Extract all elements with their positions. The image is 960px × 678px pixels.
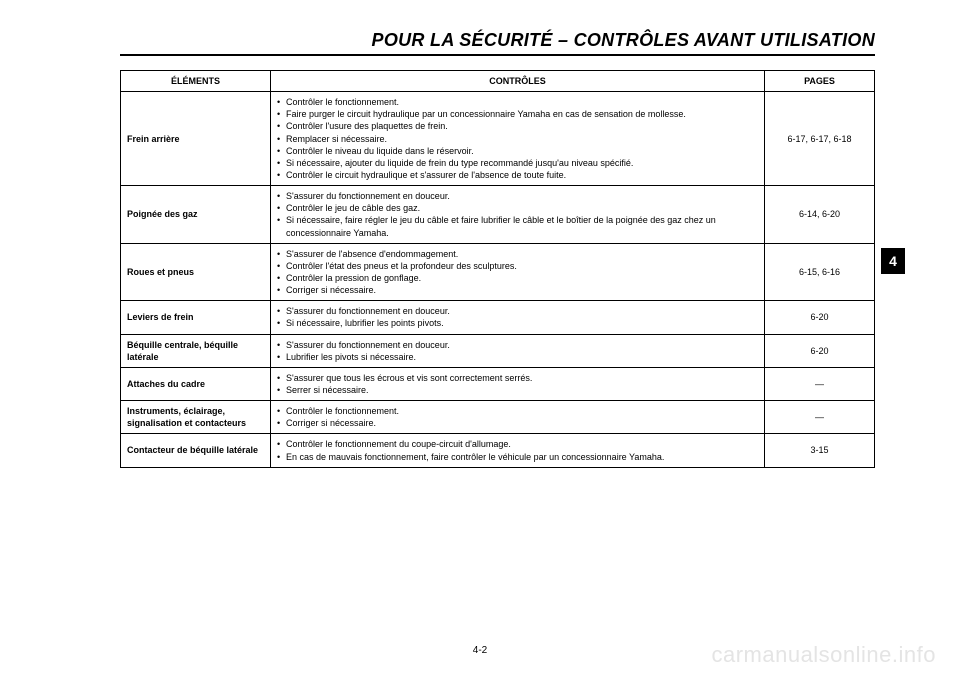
manual-page: POUR LA SÉCURITÉ – CONTRÔLES AVANT UTILI… [0, 0, 960, 678]
element-cell: Béquille centrale, béquille latérale [121, 334, 271, 367]
control-item: Contrôler le fonctionnement. [277, 96, 758, 108]
table-row: Roues et pneus S'assurer de l'absence d'… [121, 243, 875, 301]
control-item: S'assurer de l'absence d'endommagement. [277, 248, 758, 260]
control-item: Contrôler le jeu de câble des gaz. [277, 202, 758, 214]
pages-cell: 6-20 [765, 301, 875, 334]
table-row: Leviers de frein S'assurer du fonctionne… [121, 301, 875, 334]
element-cell: Instruments, éclairage, signalisation et… [121, 401, 271, 434]
controls-cell: Contrôler le fonctionnement du coupe-cir… [271, 434, 765, 467]
control-item: S'assurer que tous les écrous et vis son… [277, 372, 758, 384]
control-item: Contrôler le fonctionnement du coupe-cir… [277, 438, 758, 450]
pages-cell: — [765, 401, 875, 434]
control-item: Contrôler la pression de gonflage. [277, 272, 758, 284]
pages-cell: — [765, 367, 875, 400]
header-controls: CONTRÔLES [271, 71, 765, 92]
control-item: Faire purger le circuit hydraulique par … [277, 108, 758, 120]
watermark-text: carmanualsonline.info [711, 642, 936, 668]
header-pages: PAGES [765, 71, 875, 92]
header-elements: ÉLÉMENTS [121, 71, 271, 92]
control-item: Contrôler le fonctionnement. [277, 405, 758, 417]
table-row: Attaches du cadre S'assurer que tous les… [121, 367, 875, 400]
table-header-row: ÉLÉMENTS CONTRÔLES PAGES [121, 71, 875, 92]
pages-cell: 6-15, 6-16 [765, 243, 875, 301]
control-item: Corriger si nécessaire. [277, 284, 758, 296]
controls-cell: S'assurer que tous les écrous et vis son… [271, 367, 765, 400]
control-item: En cas de mauvais fonctionnement, faire … [277, 451, 758, 463]
section-tab: 4 [881, 248, 905, 274]
element-cell: Roues et pneus [121, 243, 271, 301]
element-cell: Attaches du cadre [121, 367, 271, 400]
controls-table: ÉLÉMENTS CONTRÔLES PAGES Frein arrière C… [120, 70, 875, 468]
element-cell: Poignée des gaz [121, 186, 271, 244]
pages-cell: 6-20 [765, 334, 875, 367]
control-item: Contrôler l'état des pneus et la profond… [277, 260, 758, 272]
control-item: S'assurer du fonctionnement en douceur. [277, 339, 758, 351]
controls-cell: S'assurer de l'absence d'endommagement. … [271, 243, 765, 301]
page-title: POUR LA SÉCURITÉ – CONTRÔLES AVANT UTILI… [120, 30, 875, 56]
controls-cell: S'assurer du fonctionnement en douceur. … [271, 301, 765, 334]
control-item: Lubrifier les pivots si nécessaire. [277, 351, 758, 363]
control-item: S'assurer du fonctionnement en douceur. [277, 190, 758, 202]
element-cell: Leviers de frein [121, 301, 271, 334]
element-cell: Frein arrière [121, 92, 271, 186]
pages-cell: 3-15 [765, 434, 875, 467]
control-item: Contrôler l'usure des plaquettes de frei… [277, 120, 758, 132]
table-row: Béquille centrale, béquille latérale S'a… [121, 334, 875, 367]
control-item: Contrôler le niveau du liquide dans le r… [277, 145, 758, 157]
controls-cell: Contrôler le fonctionnement. Corriger si… [271, 401, 765, 434]
pages-cell: 6-17, 6-17, 6-18 [765, 92, 875, 186]
table-row: Instruments, éclairage, signalisation et… [121, 401, 875, 434]
pages-cell: 6-14, 6-20 [765, 186, 875, 244]
table-row: Frein arrière Contrôler le fonctionnemen… [121, 92, 875, 186]
control-item: Serrer si nécessaire. [277, 384, 758, 396]
controls-cell: S'assurer du fonctionnement en douceur. … [271, 334, 765, 367]
control-item: Remplacer si nécessaire. [277, 133, 758, 145]
table-row: Contacteur de béquille latérale Contrôle… [121, 434, 875, 467]
control-item: Contrôler le circuit hydraulique et s'as… [277, 169, 758, 181]
control-item: Si nécessaire, lubrifier les points pivo… [277, 317, 758, 329]
controls-cell: S'assurer du fonctionnement en douceur. … [271, 186, 765, 244]
table-row: Poignée des gaz S'assurer du fonctionnem… [121, 186, 875, 244]
control-item: Si nécessaire, ajouter du liquide de fre… [277, 157, 758, 169]
control-item: S'assurer du fonctionnement en douceur. [277, 305, 758, 317]
control-item: Si nécessaire, faire régler le jeu du câ… [277, 214, 758, 238]
element-cell: Contacteur de béquille latérale [121, 434, 271, 467]
control-item: Corriger si nécessaire. [277, 417, 758, 429]
controls-cell: Contrôler le fonctionnement. Faire purge… [271, 92, 765, 186]
